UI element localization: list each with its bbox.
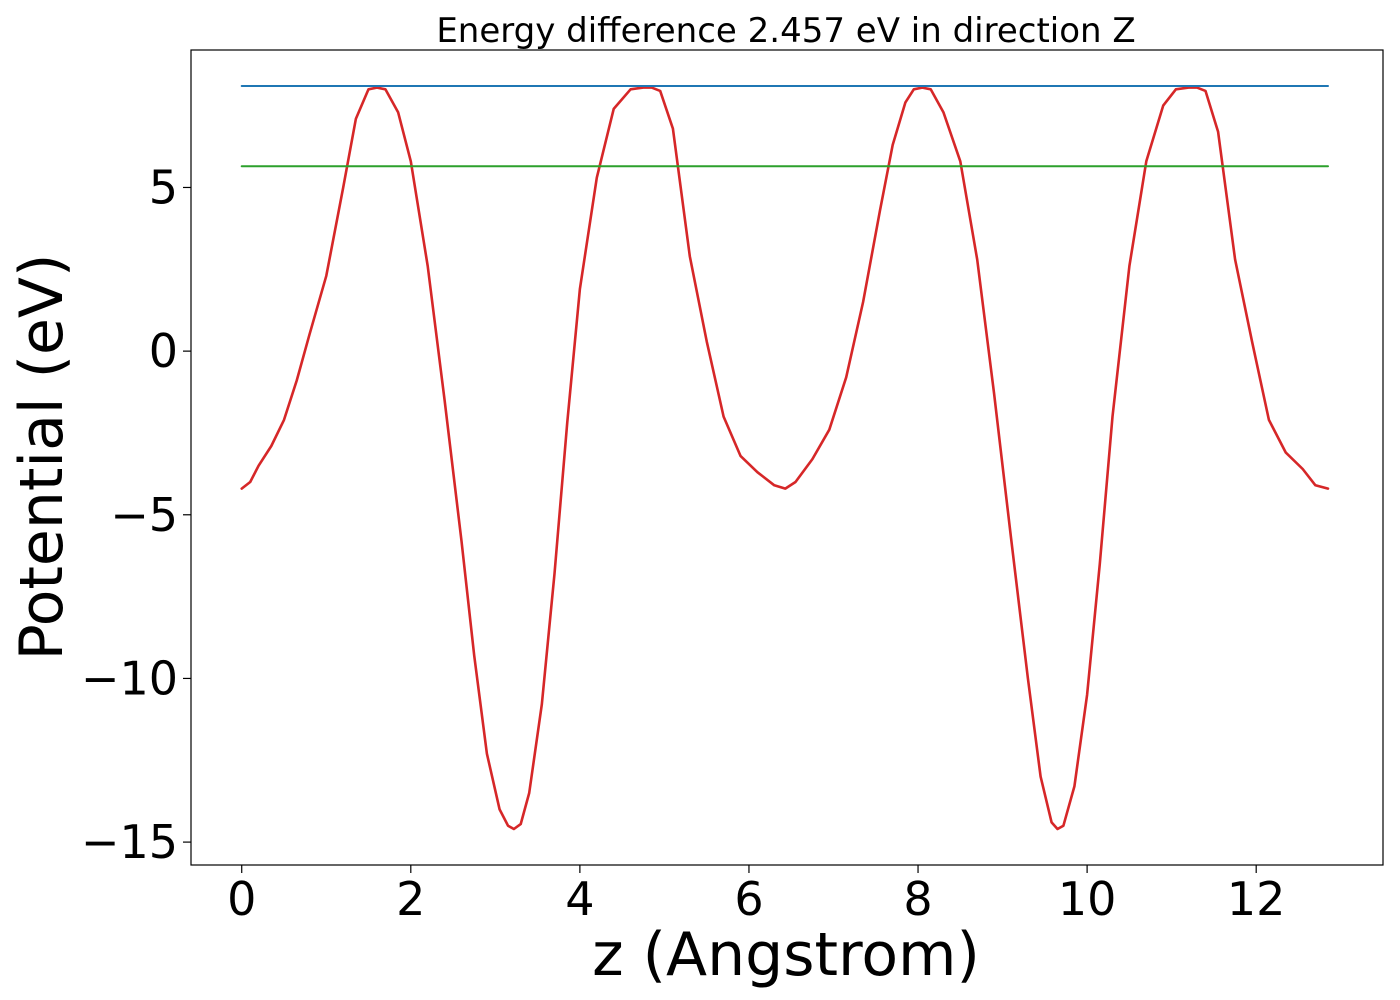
x-tick-label: 4	[565, 872, 594, 926]
y-tick-label: −15	[81, 815, 178, 869]
chart-title: Energy difference 2.457 eV in direction …	[436, 11, 1135, 51]
y-tick-label: 5	[149, 160, 178, 214]
x-tick-label: 8	[903, 872, 932, 926]
y-tick-label: 0	[149, 324, 178, 378]
x-axis-label: z (Angstrom)	[592, 920, 980, 990]
y-axis: 5 0 −5 −10 −15	[81, 160, 191, 869]
y-tick-label: −5	[110, 488, 178, 542]
plot-area	[240, 85, 1330, 831]
x-tick-label: 6	[734, 872, 763, 926]
y-axis-label: Potential (eV)	[7, 254, 77, 661]
plot-frame	[190, 49, 1384, 866]
x-tick-label: 12	[1227, 872, 1286, 926]
series-line-1	[240, 86, 1330, 831]
y-tick-label: −10	[81, 651, 178, 705]
x-tick-label: 0	[227, 872, 256, 926]
x-tick-label: 2	[396, 872, 425, 926]
x-tick-label: 10	[1058, 872, 1117, 926]
x-axis: 0 2 4 6 8 10 12	[227, 865, 1285, 926]
